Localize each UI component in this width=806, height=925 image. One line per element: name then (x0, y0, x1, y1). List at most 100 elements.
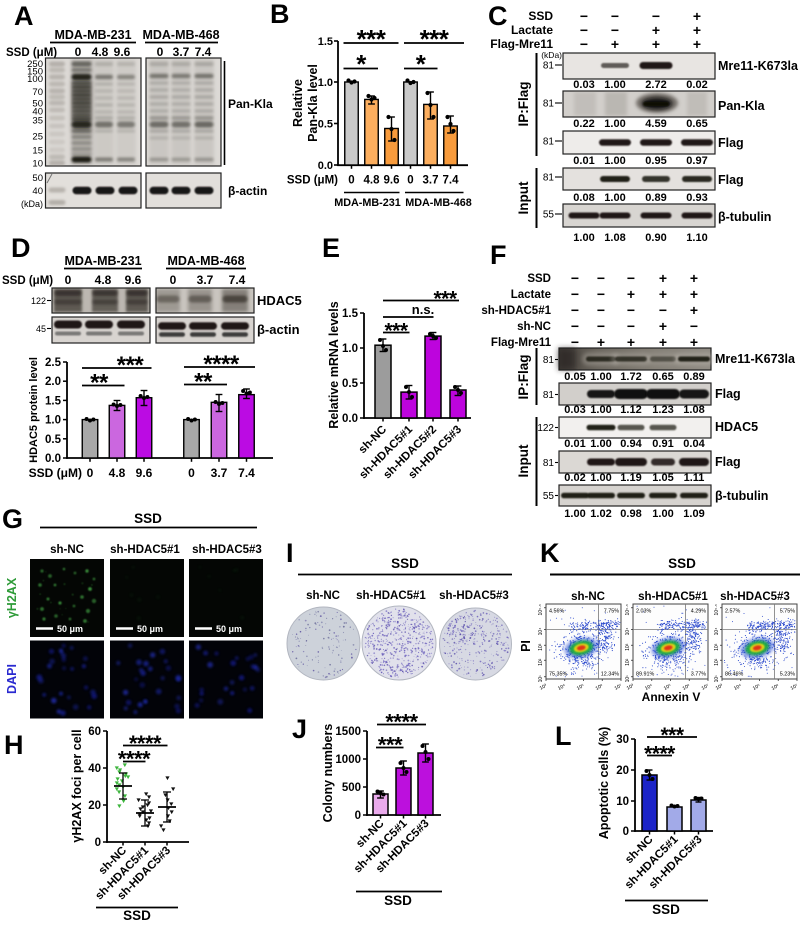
svg-text:sh-HDAC5#1: sh-HDAC5#1 (481, 305, 551, 317)
svg-text:1.00: 1.00 (604, 79, 625, 91)
svg-text:sh-HDAC5#3: sh-HDAC5#3 (720, 591, 790, 603)
svg-text:40: 40 (32, 186, 43, 197)
svg-text:SSD (μM): SSD (μM) (29, 466, 82, 480)
svg-text:0.94: 0.94 (620, 438, 642, 450)
svg-text:10⁷: 10⁷ (614, 683, 623, 692)
svg-text:0.90: 0.90 (645, 232, 666, 244)
svg-text:1.0: 1.0 (45, 415, 61, 427)
svg-text:10: 10 (32, 159, 43, 170)
svg-text:0.65: 0.65 (652, 371, 673, 383)
svg-text:0.02: 0.02 (686, 79, 707, 91)
svg-text:20: 20 (616, 765, 629, 777)
svg-text:**: ** (194, 368, 213, 395)
svg-text:+: + (690, 302, 698, 318)
svg-text:81: 81 (543, 390, 555, 401)
svg-text:(kDa): (kDa) (21, 199, 43, 209)
svg-text:10²: 10² (538, 658, 544, 666)
svg-text:MDA-MB-231: MDA-MB-231 (64, 254, 141, 268)
svg-text:−: − (627, 302, 635, 318)
svg-text:+: + (652, 36, 660, 52)
svg-text:0.91: 0.91 (652, 438, 673, 450)
svg-text:81: 81 (543, 355, 555, 366)
svg-text:50 μm: 50 μm (216, 624, 242, 634)
svg-text:sh-NC: sh-NC (50, 544, 84, 556)
svg-text:4.8: 4.8 (95, 273, 112, 287)
svg-text:+: + (690, 270, 698, 286)
svg-text:***: *** (117, 352, 145, 379)
svg-text:0: 0 (355, 810, 361, 822)
svg-text:50 μm: 50 μm (137, 624, 163, 634)
svg-text:−: − (571, 318, 579, 334)
svg-text:3.77%: 3.77% (691, 672, 706, 678)
svg-text:4.8: 4.8 (92, 45, 109, 59)
svg-text:Input: Input (516, 444, 531, 477)
svg-text:10⁶: 10⁶ (682, 683, 692, 692)
svg-text:****: **** (129, 731, 162, 756)
svg-text:86.46%: 86.46% (725, 672, 743, 678)
svg-text:Lactate: Lactate (511, 289, 551, 301)
svg-text:0.89: 0.89 (645, 192, 666, 204)
svg-text:4.8: 4.8 (109, 466, 126, 480)
svg-text:F: F (490, 240, 507, 270)
svg-text:50: 50 (32, 173, 43, 184)
svg-text:0.03: 0.03 (564, 404, 585, 416)
svg-text:1.00: 1.00 (564, 508, 585, 520)
svg-text:SSD (μM): SSD (μM) (2, 275, 53, 287)
svg-text:MDA-MB-468: MDA-MB-468 (405, 197, 472, 209)
svg-text:10³: 10³ (626, 683, 635, 692)
svg-text:0.0: 0.0 (342, 413, 358, 425)
svg-text:****: **** (118, 747, 151, 772)
svg-text:2.5: 2.5 (45, 357, 62, 369)
svg-text:1.09: 1.09 (683, 508, 704, 520)
svg-text:Apoptotic cells (%): Apoptotic cells (%) (597, 727, 611, 840)
svg-text:+: + (659, 286, 667, 302)
svg-text:−: − (571, 286, 579, 302)
svg-text:SSD: SSD (384, 893, 412, 908)
svg-text:45: 45 (36, 324, 46, 334)
svg-text:0.22: 0.22 (573, 118, 594, 130)
svg-text:Relative: Relative (291, 79, 305, 127)
svg-text:1.5: 1.5 (342, 308, 359, 320)
svg-text:0.03: 0.03 (573, 79, 594, 91)
svg-text:3.7: 3.7 (423, 175, 439, 187)
svg-text:10⁵·⁵: 10⁵·⁵ (625, 604, 631, 615)
svg-text:10⁵: 10⁵ (752, 683, 762, 692)
svg-text:81: 81 (543, 458, 555, 469)
svg-text:4.8: 4.8 (364, 175, 381, 187)
svg-text:Pan-Kla level: Pan-Kla level (306, 64, 320, 142)
svg-text:K: K (540, 538, 560, 568)
svg-text:0.01: 0.01 (564, 438, 585, 450)
svg-text:IP:Flag: IP:Flag (516, 81, 531, 126)
svg-text:SSD: SSD (668, 556, 696, 571)
svg-text:10⁴: 10⁴ (733, 683, 743, 692)
svg-text:Mre11-K673la: Mre11-K673la (718, 59, 799, 73)
svg-text:0.95: 0.95 (645, 155, 666, 167)
svg-text:4.56%: 4.56% (549, 609, 564, 615)
svg-text:****: **** (385, 710, 418, 735)
svg-text:G: G (2, 504, 23, 534)
svg-text:10³: 10³ (715, 683, 724, 692)
svg-text:10³: 10³ (538, 643, 544, 651)
svg-text:−: − (597, 270, 605, 286)
svg-text:+: + (652, 22, 660, 38)
svg-text:Flag: Flag (718, 173, 744, 187)
svg-text:HDAC5: HDAC5 (257, 293, 302, 308)
svg-text:0: 0 (188, 466, 195, 480)
svg-text:0.5: 0.5 (45, 434, 62, 446)
svg-text:40: 40 (88, 763, 101, 775)
svg-text:1.0: 1.0 (318, 77, 333, 89)
svg-text:9.6: 9.6 (136, 466, 153, 480)
svg-text:9.6: 9.6 (114, 45, 131, 59)
svg-text:10⁷: 10⁷ (701, 683, 710, 692)
svg-text:n.s.: n.s. (412, 302, 434, 317)
svg-text:35: 35 (32, 116, 43, 127)
svg-text:D: D (11, 233, 31, 263)
svg-text:SSD: SSD (652, 902, 680, 917)
svg-text:10²: 10² (625, 658, 631, 666)
svg-text:−: − (611, 8, 619, 24)
svg-text:10⁷: 10⁷ (790, 683, 799, 692)
svg-text:3.7: 3.7 (197, 273, 214, 287)
svg-text:I: I (286, 538, 294, 568)
svg-text:β-tubulin: β-tubulin (718, 210, 771, 224)
svg-text:7.4: 7.4 (229, 273, 246, 287)
